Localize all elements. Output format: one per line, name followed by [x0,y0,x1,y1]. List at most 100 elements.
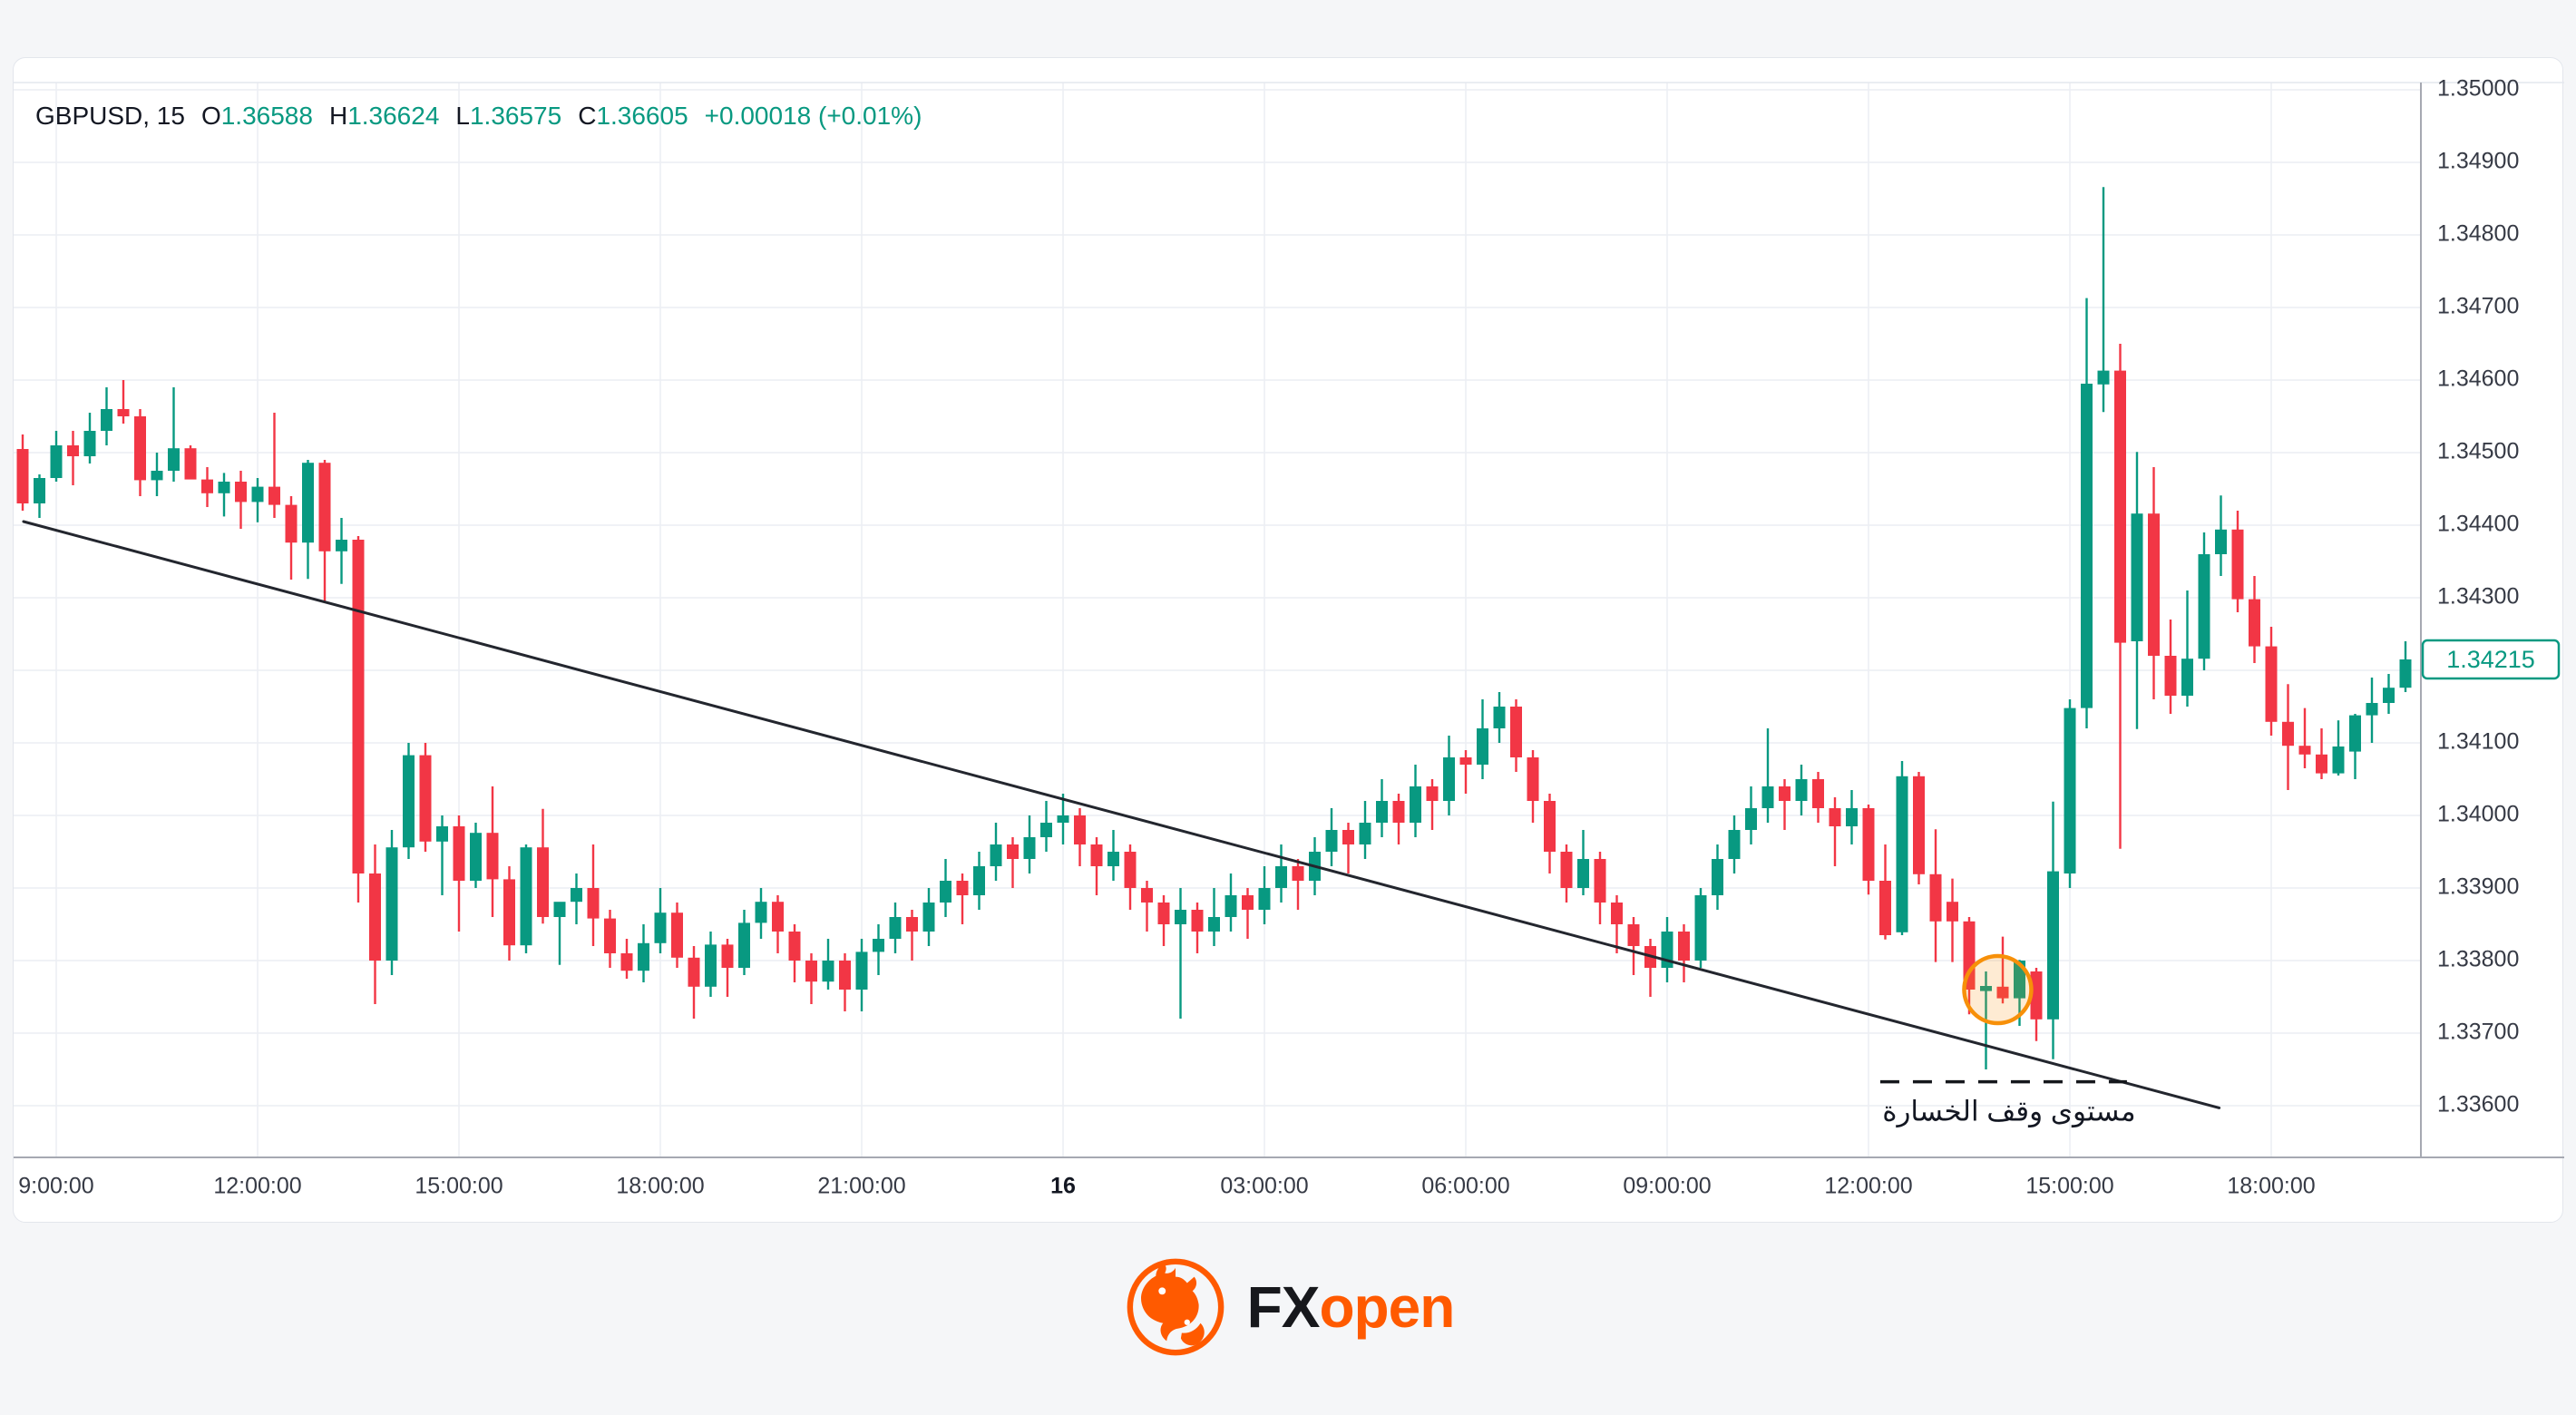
candle [2081,298,2093,728]
price-axis-label: 1.34000 [2437,802,2519,827]
trendline[interactable] [22,520,2221,1109]
candle [251,478,264,522]
candle [134,409,146,496]
highlight-circle[interactable] [1962,953,2034,1026]
candle [2249,576,2260,663]
candle [2114,344,2126,849]
candle [1392,794,1405,844]
candle [2298,708,2311,768]
candle [604,910,616,968]
candle [839,953,851,1011]
stop-loss-dashed-line[interactable]: مستوى وقف الخسارة [1879,1079,2136,1128]
candle [2316,728,2327,779]
candle [2399,641,2412,692]
candle [2366,678,2378,743]
candle [520,844,532,953]
candle [2198,532,2210,670]
candle [990,823,1002,881]
time-axis-label: 03:00:00 [1220,1174,1308,1199]
candle [1325,808,1338,866]
candle [1560,844,1573,903]
candle [168,387,180,482]
candle [2332,720,2345,776]
candle [1342,823,1354,873]
price-axis-label: 1.34700 [2437,294,2519,319]
price-axis[interactable]: 1.35000 1.34900 1.34800 1.34700 1.34600 1.345… [2437,76,2519,1117]
candle [503,866,515,961]
candle [571,873,582,924]
candle [638,924,649,982]
chart-card: GBPUSD, 15 O1.36588 H1.36624 L1.36575 C1… [13,57,2564,1224]
time-axis-label: 12:00:00 [213,1174,301,1199]
plot-border [14,82,2564,1158]
candle [1544,794,1556,873]
candle [2164,620,2177,714]
candle [1175,888,1186,1019]
candle [2064,699,2076,888]
candle [1661,917,1673,982]
candle [1225,873,1237,932]
candle [1678,924,1690,982]
time-axis-label: 18:00:00 [616,1174,704,1199]
candle [537,808,549,924]
candle [385,830,398,975]
fxopen-wordmark: FXopen [1246,1274,1456,1340]
candle [1963,917,1976,1015]
time-axis-label: 9:00:00 [18,1174,93,1199]
time-axis[interactable]: 9:00:00 12:00:00 15:00:00 18:00:00 21:00:00 1… [18,1174,2315,1199]
candle [1527,750,1539,823]
candle [956,873,969,924]
candle [1795,765,1808,815]
candle [805,953,817,1004]
symbol-name: GBPUSD, 15 [35,102,185,130]
fxopen-bull-bear-logo-icon [1127,1258,1225,1356]
candle [34,474,45,518]
candle [16,434,29,511]
candle [1040,801,1052,852]
close-value: C1.36605 [578,102,688,130]
candle [1459,750,1472,794]
candle [788,924,801,982]
candle [1275,844,1287,903]
candle [1007,837,1019,888]
candle [940,859,951,917]
candle [1644,939,1656,997]
candle [50,431,63,482]
candle [1443,736,1455,815]
candle [1410,765,1421,837]
candle [2383,674,2395,714]
candle [151,453,163,496]
price-axis-label: 1.34800 [2437,221,2519,247]
price-axis-label: 1.33600 [2437,1092,2519,1117]
price-axis-label: 1.33800 [2437,947,2519,972]
candle [705,932,717,997]
candle [1376,779,1388,837]
candle [403,743,415,859]
candle [1694,888,1707,968]
chart-canvas[interactable]: مستوى وقف الخسارة 1.350001.349001.348001… [14,58,2564,1224]
candle [1896,761,1908,935]
candle [1594,852,1606,924]
candle [922,888,935,946]
time-axis-label: 16 [1050,1174,1076,1199]
open-value: O1.36588 [200,102,313,130]
grid-lines [14,83,2421,1157]
candle [336,518,347,584]
candle [235,471,247,529]
time-axis-label: 21:00:00 [817,1174,905,1199]
candle [1577,830,1589,895]
last-price-tag: 1.34215 [2421,639,2561,680]
candle [1779,779,1791,830]
footer-brand: FXopen [0,1254,2576,1361]
symbol-legend[interactable]: GBPUSD, 15 O1.36588 H1.36624 L1.36575 C1… [35,102,922,131]
candle [83,413,96,464]
candle [2047,801,2059,1059]
candle [755,888,767,939]
candle [1879,844,1891,940]
candle [369,844,381,1004]
candle [1090,837,1103,895]
candle [1208,888,1220,946]
time-axis-label: 06:00:00 [1421,1174,1509,1199]
candle [1107,830,1119,881]
